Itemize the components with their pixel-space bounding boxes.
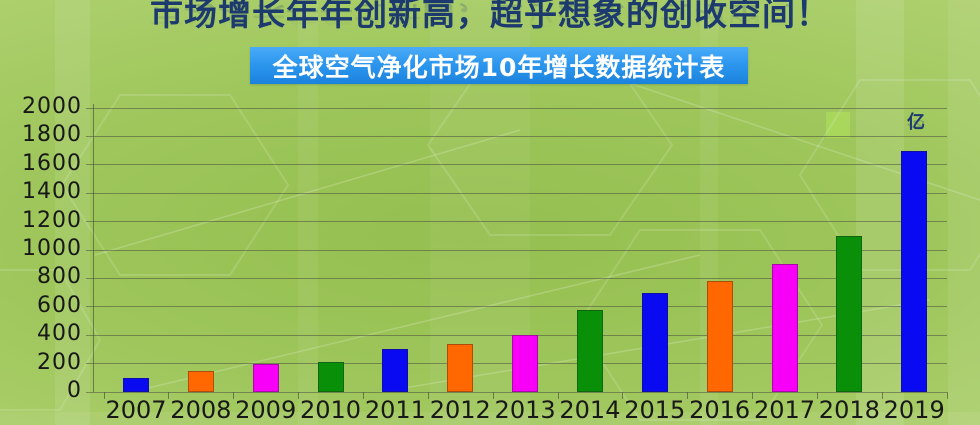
bar-2018 bbox=[836, 235, 863, 392]
x-axis-label-2015: 2015 bbox=[624, 396, 686, 424]
x-axis-label-2014: 2014 bbox=[559, 396, 621, 424]
y-axis-label-1800: 1800 bbox=[22, 122, 82, 148]
page-title: 市场增长年年创新高，超乎想象的创收空间！ bbox=[150, 0, 830, 33]
x-axis-label-2009: 2009 bbox=[235, 396, 297, 424]
y-axis-label-1400: 1400 bbox=[22, 179, 82, 205]
y-axis-label-600: 600 bbox=[37, 292, 82, 318]
bar-2011 bbox=[382, 349, 409, 392]
y-axis-label-2000: 2000 bbox=[22, 94, 82, 119]
y-axis-label-400: 400 bbox=[37, 321, 82, 347]
x-axis-tick bbox=[362, 392, 364, 399]
x-axis-tick bbox=[946, 392, 948, 399]
chart-title-banner: 全球空气净化市场10年增长数据统计表 bbox=[250, 47, 748, 84]
y-axis-line bbox=[93, 104, 94, 392]
x-axis-tick bbox=[622, 392, 624, 399]
bar-2009 bbox=[252, 363, 279, 392]
bar-2017 bbox=[771, 264, 798, 392]
x-axis-label-2019: 2019 bbox=[883, 396, 945, 424]
gridline-1000 bbox=[86, 249, 947, 251]
bar-2007 bbox=[123, 377, 149, 392]
x-axis-tick bbox=[752, 392, 754, 399]
bar-2013 bbox=[512, 335, 539, 392]
x-axis-label-2016: 2016 bbox=[689, 396, 751, 424]
x-axis-tick bbox=[687, 392, 689, 399]
chart-title-text: 全球空气净化市场10年增长数据统计表 bbox=[272, 52, 726, 82]
x-axis-tick bbox=[168, 392, 170, 399]
x-axis-label-2011: 2011 bbox=[364, 396, 426, 424]
x-axis-tick bbox=[298, 392, 300, 399]
bar-2012 bbox=[447, 343, 474, 392]
x-axis-tick bbox=[427, 392, 429, 399]
x-axis-tick bbox=[492, 392, 494, 399]
gridline-0 bbox=[86, 391, 947, 393]
x-axis-label-2013: 2013 bbox=[494, 396, 556, 424]
y-axis-label-1200: 1200 bbox=[22, 207, 82, 233]
gridline-1800 bbox=[86, 135, 947, 137]
x-axis-label-2018: 2018 bbox=[818, 396, 880, 424]
gridline-1200 bbox=[86, 221, 947, 223]
bar-2010 bbox=[317, 362, 344, 392]
y-axis-label-800: 800 bbox=[37, 264, 82, 290]
bar-2008 bbox=[187, 370, 214, 392]
gridline-600 bbox=[86, 306, 947, 308]
x-axis-tick bbox=[816, 392, 818, 399]
x-axis-label-2012: 2012 bbox=[429, 396, 491, 424]
bar-2015 bbox=[641, 292, 668, 392]
gridline-2000 bbox=[86, 107, 947, 109]
y-axis-label-200: 200 bbox=[37, 349, 82, 375]
bar-2016 bbox=[706, 281, 733, 392]
y-axis-label-1000: 1000 bbox=[22, 236, 82, 261]
x-axis-tick bbox=[557, 392, 559, 399]
x-axis-label-2017: 2017 bbox=[753, 396, 816, 424]
x-axis-label-2010: 2010 bbox=[300, 396, 362, 424]
gridline-1400 bbox=[86, 192, 947, 194]
gridline-800 bbox=[86, 277, 947, 279]
x-axis-tick bbox=[103, 392, 105, 399]
x-axis-tick bbox=[881, 392, 883, 399]
bar-2019 bbox=[901, 150, 928, 392]
bar-2014 bbox=[576, 309, 603, 392]
y-axis-label-1600: 1600 bbox=[22, 150, 82, 176]
x-axis-tick bbox=[233, 392, 235, 399]
gridline-1600 bbox=[86, 164, 947, 166]
y-axis-label-0: 0 bbox=[67, 378, 82, 403]
x-axis-label-2007: 2007 bbox=[105, 396, 167, 424]
y-axis-unit-label: 亿 bbox=[907, 112, 925, 133]
x-axis-label-2008: 2008 bbox=[170, 396, 232, 424]
